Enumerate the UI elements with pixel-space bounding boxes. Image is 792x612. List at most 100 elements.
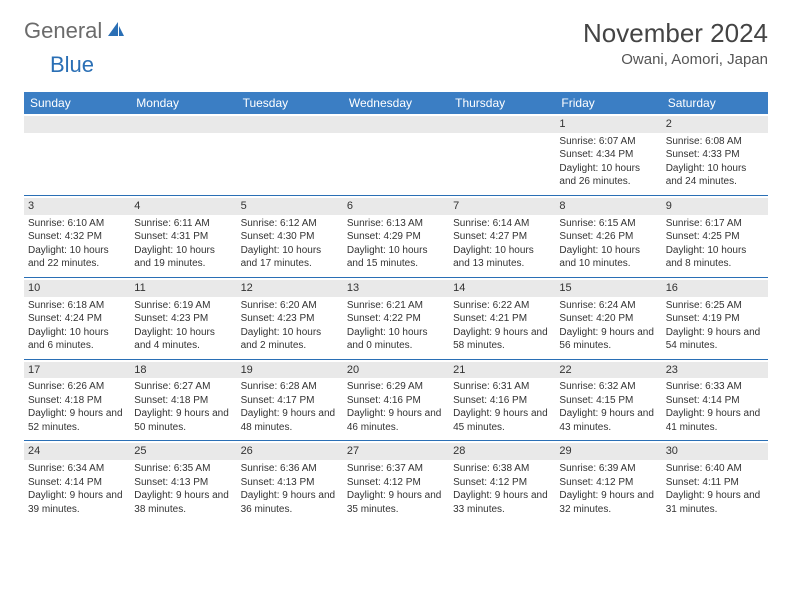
calendar-day: 10Sunrise: 6:18 AMSunset: 4:24 PMDayligh… [24, 278, 130, 359]
calendar-week: 1Sunrise: 6:07 AMSunset: 4:34 PMDaylight… [24, 114, 768, 195]
daylight-text: Daylight: 9 hours and 31 minutes. [666, 489, 764, 516]
daylight-text: Daylight: 9 hours and 52 minutes. [28, 407, 126, 434]
daylight-text: Daylight: 10 hours and 17 minutes. [241, 244, 339, 271]
calendar-week: 3Sunrise: 6:10 AMSunset: 4:32 PMDaylight… [24, 196, 768, 277]
calendar-day: 15Sunrise: 6:24 AMSunset: 4:20 PMDayligh… [555, 278, 661, 359]
sunrise-text: Sunrise: 6:34 AM [28, 462, 126, 476]
calendar-week: 17Sunrise: 6:26 AMSunset: 4:18 PMDayligh… [24, 360, 768, 441]
daylight-text: Daylight: 9 hours and 50 minutes. [134, 407, 232, 434]
day-number: 7 [449, 198, 555, 215]
day-number: 21 [449, 362, 555, 379]
sunrise-text: Sunrise: 6:10 AM [28, 217, 126, 231]
day-number: 26 [237, 443, 343, 460]
sunset-text: Sunset: 4:34 PM [559, 148, 657, 162]
sunset-text: Sunset: 4:14 PM [666, 394, 764, 408]
day-number: 12 [237, 280, 343, 297]
day-number: 9 [662, 198, 768, 215]
daylight-text: Daylight: 10 hours and 0 minutes. [347, 326, 445, 353]
daylight-text: Daylight: 9 hours and 41 minutes. [666, 407, 764, 434]
sunrise-text: Sunrise: 6:31 AM [453, 380, 551, 394]
sunset-text: Sunset: 4:33 PM [666, 148, 764, 162]
calendar-day: 27Sunrise: 6:37 AMSunset: 4:12 PMDayligh… [343, 441, 449, 522]
dow-saturday: Saturday [662, 92, 768, 114]
sunrise-text: Sunrise: 6:26 AM [28, 380, 126, 394]
sunset-text: Sunset: 4:20 PM [559, 312, 657, 326]
daylight-text: Daylight: 9 hours and 39 minutes. [28, 489, 126, 516]
day-number: 14 [449, 280, 555, 297]
calendar-day: 6Sunrise: 6:13 AMSunset: 4:29 PMDaylight… [343, 196, 449, 277]
sunset-text: Sunset: 4:23 PM [241, 312, 339, 326]
sunset-text: Sunset: 4:18 PM [134, 394, 232, 408]
daylight-text: Daylight: 9 hours and 56 minutes. [559, 326, 657, 353]
calendar-day: 2Sunrise: 6:08 AMSunset: 4:33 PMDaylight… [662, 114, 768, 195]
sunset-text: Sunset: 4:24 PM [28, 312, 126, 326]
sunrise-text: Sunrise: 6:20 AM [241, 299, 339, 313]
day-number: 17 [24, 362, 130, 379]
sunset-text: Sunset: 4:21 PM [453, 312, 551, 326]
calendar-day: 28Sunrise: 6:38 AMSunset: 4:12 PMDayligh… [449, 441, 555, 522]
logo-sail-icon [106, 20, 126, 43]
calendar-day: 3Sunrise: 6:10 AMSunset: 4:32 PMDaylight… [24, 196, 130, 277]
sunrise-text: Sunrise: 6:07 AM [559, 135, 657, 149]
day-number: 1 [555, 116, 661, 133]
sunset-text: Sunset: 4:16 PM [453, 394, 551, 408]
sunrise-text: Sunrise: 6:25 AM [666, 299, 764, 313]
day-number: 19 [237, 362, 343, 379]
calendar-day: 21Sunrise: 6:31 AMSunset: 4:16 PMDayligh… [449, 360, 555, 441]
daylight-text: Daylight: 9 hours and 48 minutes. [241, 407, 339, 434]
daylight-text: Daylight: 9 hours and 33 minutes. [453, 489, 551, 516]
day-number: 5 [237, 198, 343, 215]
calendar-day: 30Sunrise: 6:40 AMSunset: 4:11 PMDayligh… [662, 441, 768, 522]
month-title: November 2024 [583, 18, 768, 49]
calendar-week: 24Sunrise: 6:34 AMSunset: 4:14 PMDayligh… [24, 441, 768, 522]
sunset-text: Sunset: 4:27 PM [453, 230, 551, 244]
location-label: Owani, Aomori, Japan [583, 51, 768, 68]
calendar-day: 29Sunrise: 6:39 AMSunset: 4:12 PMDayligh… [555, 441, 661, 522]
day-number: 20 [343, 362, 449, 379]
sunset-text: Sunset: 4:30 PM [241, 230, 339, 244]
daylight-text: Daylight: 9 hours and 45 minutes. [453, 407, 551, 434]
daylight-text: Daylight: 10 hours and 19 minutes. [134, 244, 232, 271]
day-of-week-header: Sunday Monday Tuesday Wednesday Thursday… [24, 92, 768, 114]
sunrise-text: Sunrise: 6:22 AM [453, 299, 551, 313]
sunrise-text: Sunrise: 6:08 AM [666, 135, 764, 149]
sunrise-text: Sunrise: 6:24 AM [559, 299, 657, 313]
sunset-text: Sunset: 4:16 PM [347, 394, 445, 408]
calendar-day: 12Sunrise: 6:20 AMSunset: 4:23 PMDayligh… [237, 278, 343, 359]
sunset-text: Sunset: 4:18 PM [28, 394, 126, 408]
day-number: 10 [24, 280, 130, 297]
sunset-text: Sunset: 4:31 PM [134, 230, 232, 244]
daylight-text: Daylight: 9 hours and 58 minutes. [453, 326, 551, 353]
sunset-text: Sunset: 4:19 PM [666, 312, 764, 326]
calendar-day: 17Sunrise: 6:26 AMSunset: 4:18 PMDayligh… [24, 360, 130, 441]
sunrise-text: Sunrise: 6:28 AM [241, 380, 339, 394]
sunset-text: Sunset: 4:29 PM [347, 230, 445, 244]
day-number [237, 116, 343, 133]
sunrise-text: Sunrise: 6:11 AM [134, 217, 232, 231]
calendar-day: 11Sunrise: 6:19 AMSunset: 4:23 PMDayligh… [130, 278, 236, 359]
logo: General [24, 18, 128, 44]
dow-wednesday: Wednesday [343, 92, 449, 114]
sunrise-text: Sunrise: 6:19 AM [134, 299, 232, 313]
calendar-day: 18Sunrise: 6:27 AMSunset: 4:18 PMDayligh… [130, 360, 236, 441]
calendar-day: 19Sunrise: 6:28 AMSunset: 4:17 PMDayligh… [237, 360, 343, 441]
sunset-text: Sunset: 4:13 PM [134, 476, 232, 490]
daylight-text: Daylight: 10 hours and 15 minutes. [347, 244, 445, 271]
day-number: 25 [130, 443, 236, 460]
sunset-text: Sunset: 4:12 PM [453, 476, 551, 490]
daylight-text: Daylight: 10 hours and 13 minutes. [453, 244, 551, 271]
daylight-text: Daylight: 10 hours and 22 minutes. [28, 244, 126, 271]
dow-monday: Monday [130, 92, 236, 114]
daylight-text: Daylight: 10 hours and 4 minutes. [134, 326, 232, 353]
sunrise-text: Sunrise: 6:36 AM [241, 462, 339, 476]
sunrise-text: Sunrise: 6:15 AM [559, 217, 657, 231]
sunset-text: Sunset: 4:11 PM [666, 476, 764, 490]
calendar-day [449, 114, 555, 195]
calendar-day: 14 Sunrise: 6:22 AMSunset: 4:21 PMDayligh… [449, 278, 555, 359]
sunset-text: Sunset: 4:26 PM [559, 230, 657, 244]
daylight-text: Daylight: 10 hours and 8 minutes. [666, 244, 764, 271]
sunrise-text: Sunrise: 6:29 AM [347, 380, 445, 394]
calendar-day: 16Sunrise: 6:25 AMSunset: 4:19 PMDayligh… [662, 278, 768, 359]
day-number: 28 [449, 443, 555, 460]
sunrise-text: Sunrise: 6:35 AM [134, 462, 232, 476]
